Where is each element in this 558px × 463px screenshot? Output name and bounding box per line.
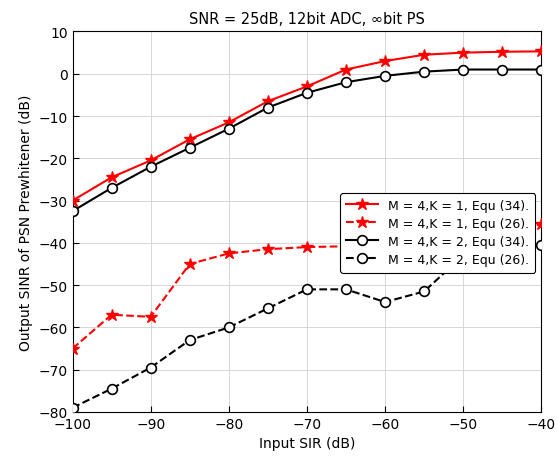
M = 4,K = 2, Equ (34). (421, 70, 427, 75)
M = 4,K = 2, Equ (26). (108, 386, 115, 392)
M = 4,K = 1, Equ (34). (421, 53, 427, 58)
M = 4,K = 1, Equ (26). (69, 346, 76, 351)
M = 4,K = 2, Equ (34). (343, 80, 349, 86)
M = 4,K = 1, Equ (34). (499, 50, 506, 56)
M = 4,K = 2, Equ (34). (499, 68, 506, 73)
M = 4,K = 1, Equ (34). (538, 50, 545, 55)
M = 4,K = 2, Equ (26). (186, 338, 193, 343)
M = 4,K = 2, Equ (26). (69, 405, 76, 411)
M = 4,K = 2, Equ (26). (225, 325, 232, 331)
M = 4,K = 2, Equ (34). (538, 68, 545, 73)
M = 4,K = 2, Equ (34). (108, 186, 115, 191)
Title: SNR = 25dB, 12bit ADC, ∞bit PS: SNR = 25dB, 12bit ADC, ∞bit PS (189, 12, 425, 27)
M = 4,K = 1, Equ (34). (382, 59, 388, 65)
M = 4,K = 1, Equ (26). (499, 234, 506, 240)
M = 4,K = 2, Equ (34). (225, 127, 232, 132)
M = 4,K = 1, Equ (26). (186, 262, 193, 267)
M = 4,K = 2, Equ (26). (421, 289, 427, 294)
M = 4,K = 1, Equ (26). (147, 314, 154, 320)
M = 4,K = 2, Equ (34). (382, 74, 388, 80)
M = 4,K = 1, Equ (34). (69, 198, 76, 204)
M = 4,K = 1, Equ (26). (225, 251, 232, 257)
Line: M = 4,K = 2, Equ (34).: M = 4,K = 2, Equ (34). (68, 66, 546, 217)
M = 4,K = 2, Equ (34). (264, 106, 271, 111)
Legend: M = 4,K = 1, Equ (34)., M = 4,K = 1, Equ (26)., M = 4,K = 2, Equ (34)., M = 4,K : M = 4,K = 1, Equ (34)., M = 4,K = 1, Equ… (340, 194, 535, 273)
Y-axis label: Output SINR of PSN Prewhitener (dB): Output SINR of PSN Prewhitener (dB) (19, 94, 33, 350)
M = 4,K = 2, Equ (34). (69, 209, 76, 214)
M = 4,K = 2, Equ (34). (147, 165, 154, 170)
M = 4,K = 1, Equ (26). (382, 244, 388, 250)
M = 4,K = 1, Equ (34). (108, 175, 115, 181)
Line: M = 4,K = 2, Equ (26).: M = 4,K = 2, Equ (26). (68, 241, 546, 413)
M = 4,K = 2, Equ (26). (343, 287, 349, 293)
M = 4,K = 1, Equ (26). (421, 244, 427, 250)
M = 4,K = 2, Equ (26). (147, 365, 154, 370)
M = 4,K = 1, Equ (34). (186, 137, 193, 143)
M = 4,K = 2, Equ (26). (264, 306, 271, 312)
M = 4,K = 1, Equ (34). (264, 99, 271, 105)
M = 4,K = 2, Equ (34). (304, 91, 310, 96)
M = 4,K = 2, Equ (26). (382, 300, 388, 305)
Line: M = 4,K = 1, Equ (34).: M = 4,K = 1, Equ (34). (66, 46, 547, 207)
M = 4,K = 2, Equ (26). (460, 253, 466, 259)
M = 4,K = 2, Equ (26). (499, 247, 506, 252)
M = 4,K = 1, Equ (26). (264, 247, 271, 252)
M = 4,K = 1, Equ (26). (538, 222, 545, 227)
M = 4,K = 2, Equ (34). (186, 146, 193, 151)
M = 4,K = 1, Equ (26). (460, 243, 466, 248)
M = 4,K = 1, Equ (26). (108, 312, 115, 318)
M = 4,K = 1, Equ (34). (147, 158, 154, 164)
Line: M = 4,K = 1, Equ (26).: M = 4,K = 1, Equ (26). (66, 218, 547, 355)
M = 4,K = 1, Equ (26). (343, 244, 349, 250)
M = 4,K = 1, Equ (34). (304, 84, 310, 90)
M = 4,K = 2, Equ (34). (460, 68, 466, 73)
X-axis label: Input SIR (dB): Input SIR (dB) (259, 437, 355, 450)
M = 4,K = 1, Equ (26). (304, 245, 310, 250)
M = 4,K = 2, Equ (26). (304, 287, 310, 293)
M = 4,K = 1, Equ (34). (460, 51, 466, 56)
M = 4,K = 1, Equ (34). (343, 68, 349, 73)
M = 4,K = 1, Equ (34). (225, 120, 232, 126)
M = 4,K = 2, Equ (26). (538, 243, 545, 248)
